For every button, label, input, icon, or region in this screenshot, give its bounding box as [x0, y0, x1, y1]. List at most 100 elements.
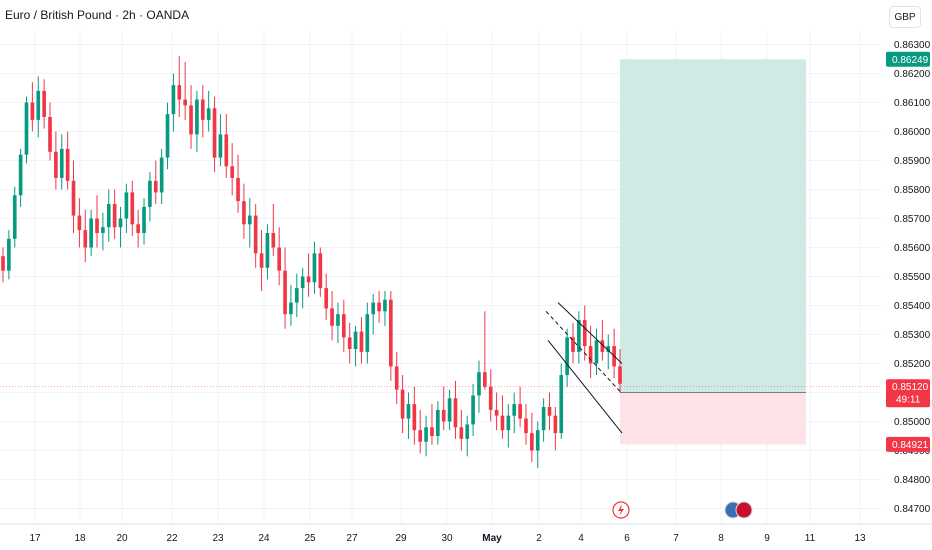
price-tick-label: 0.85500	[894, 272, 931, 283]
candle-body	[1, 256, 5, 271]
candle-body	[606, 346, 611, 352]
candle-body	[36, 90, 41, 120]
candle	[577, 311, 581, 364]
candle	[124, 183, 129, 233]
candle	[541, 398, 546, 442]
time-tick-label: 8	[718, 533, 724, 544]
candle	[283, 247, 287, 329]
candle-body	[106, 204, 111, 228]
candle	[242, 183, 246, 239]
price-tick-label: 0.85600	[894, 243, 931, 254]
candle	[24, 96, 29, 164]
candle	[441, 386, 446, 431]
candle-body	[582, 320, 587, 347]
candle	[189, 85, 193, 149]
candle	[259, 230, 264, 291]
candle-body	[359, 331, 364, 352]
candle	[547, 392, 552, 431]
candle	[77, 198, 82, 248]
candle-body	[430, 427, 434, 436]
candle-body	[247, 215, 252, 225]
candle-body	[236, 177, 240, 202]
candle-body	[165, 114, 170, 158]
candle	[106, 189, 111, 242]
candle-body	[530, 433, 534, 451]
candle-body	[412, 404, 417, 431]
candle	[36, 76, 41, 138]
candle	[618, 349, 622, 393]
candle	[406, 392, 411, 439]
candle	[606, 334, 611, 370]
price-tick-label: 0.86200	[894, 69, 931, 80]
price-tick-label: 0.85300	[894, 330, 931, 341]
time-tick-label: 2	[536, 533, 542, 544]
candle-body	[218, 134, 223, 158]
event-icons	[612, 501, 753, 519]
candle	[318, 247, 323, 297]
candle	[612, 328, 616, 378]
candle-body	[459, 427, 464, 439]
candle	[200, 85, 205, 138]
candle	[359, 317, 364, 364]
candle-body	[118, 218, 123, 228]
stop-price-label-text: 0.84921	[892, 440, 929, 451]
candle	[306, 253, 311, 297]
candle-body	[18, 154, 23, 196]
candle-body	[124, 192, 129, 219]
candle-body	[394, 366, 399, 390]
candle-body	[242, 201, 246, 225]
candle-body	[271, 233, 276, 248]
candle	[30, 82, 35, 132]
candle-body	[171, 85, 176, 115]
candle	[54, 131, 58, 190]
candle-body	[436, 409, 440, 436]
candle-body	[330, 308, 334, 326]
candle	[377, 291, 381, 323]
candle	[400, 375, 405, 434]
candle	[18, 148, 23, 207]
candle-body	[336, 314, 340, 326]
time-tick-label: 18	[74, 533, 86, 544]
candle	[506, 404, 511, 448]
candle-body	[195, 99, 199, 135]
candle	[159, 148, 164, 204]
candle	[371, 293, 376, 335]
candle	[565, 328, 569, 387]
candle-body	[130, 192, 135, 225]
time-tick-label: 24	[258, 533, 270, 544]
channel-lower-line	[547, 339, 623, 434]
candle-body	[230, 166, 234, 178]
stop-zone	[620, 392, 806, 445]
candle-body	[289, 302, 293, 315]
candle-body	[148, 180, 152, 207]
candle	[142, 198, 146, 245]
candle	[230, 143, 234, 196]
candle	[65, 131, 70, 190]
candle-body	[30, 102, 35, 120]
candle-body	[565, 337, 569, 376]
currency-button[interactable]: GBP	[889, 6, 921, 28]
candle	[95, 195, 99, 248]
candle-body	[500, 415, 505, 431]
price-tick-label: 0.85400	[894, 301, 931, 312]
candle	[488, 369, 493, 422]
candle-body	[618, 366, 622, 384]
candle-body	[524, 418, 528, 434]
price-tick-label: 0.84700	[894, 504, 931, 515]
candle	[530, 412, 534, 463]
candle	[500, 395, 505, 439]
candle	[277, 227, 282, 286]
candle-body	[224, 134, 229, 167]
candle-body	[588, 346, 593, 364]
candle-body	[112, 204, 117, 228]
time-tick-label: 20	[116, 533, 128, 544]
price-tick-label: 0.84800	[894, 475, 931, 486]
target-price-label-bg	[886, 51, 930, 67]
candle	[471, 383, 475, 436]
candle-body	[54, 151, 58, 178]
time-tick-label: 11	[805, 533, 816, 544]
candle	[494, 392, 499, 431]
candle	[418, 409, 423, 454]
candle-body	[506, 415, 511, 431]
